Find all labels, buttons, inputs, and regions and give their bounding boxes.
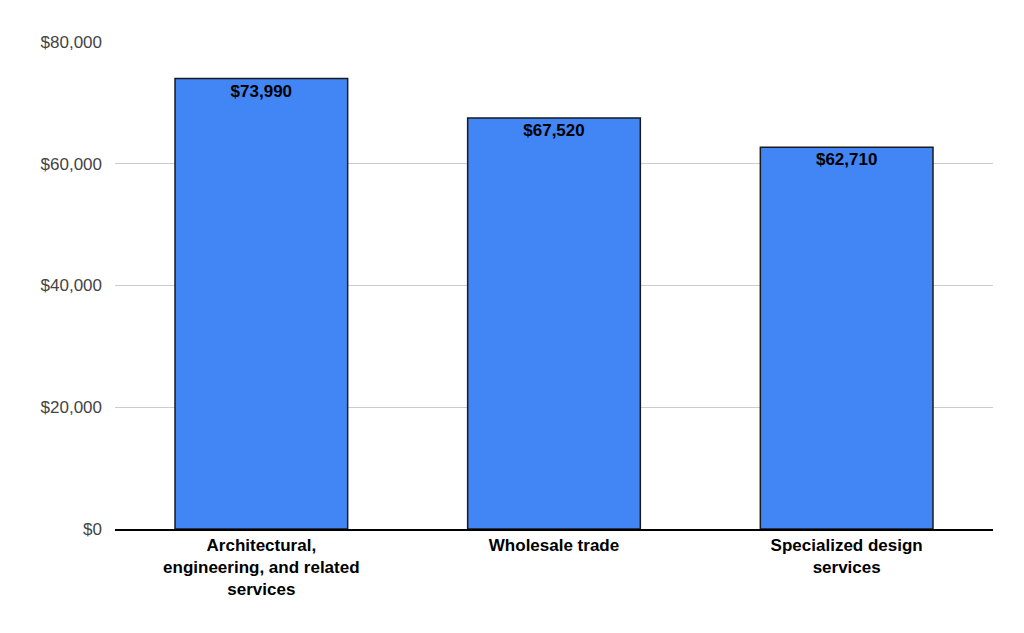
svg-text:$62,710: $62,710 bbox=[816, 150, 877, 169]
svg-text:$0: $0 bbox=[83, 520, 102, 539]
svg-text:$40,000: $40,000 bbox=[41, 276, 102, 295]
svg-text:$60,000: $60,000 bbox=[41, 155, 102, 174]
svg-text:Wholesale trade: Wholesale trade bbox=[489, 536, 619, 555]
svg-text:$73,990: $73,990 bbox=[231, 82, 292, 101]
svg-text:Architectural,engineering, and: Architectural,engineering, and relatedse… bbox=[163, 536, 360, 599]
svg-text:$20,000: $20,000 bbox=[41, 398, 102, 417]
svg-text:$67,520: $67,520 bbox=[523, 121, 584, 140]
svg-text:$80,000: $80,000 bbox=[41, 33, 102, 52]
svg-text:Specialized designservices: Specialized designservices bbox=[771, 536, 923, 577]
